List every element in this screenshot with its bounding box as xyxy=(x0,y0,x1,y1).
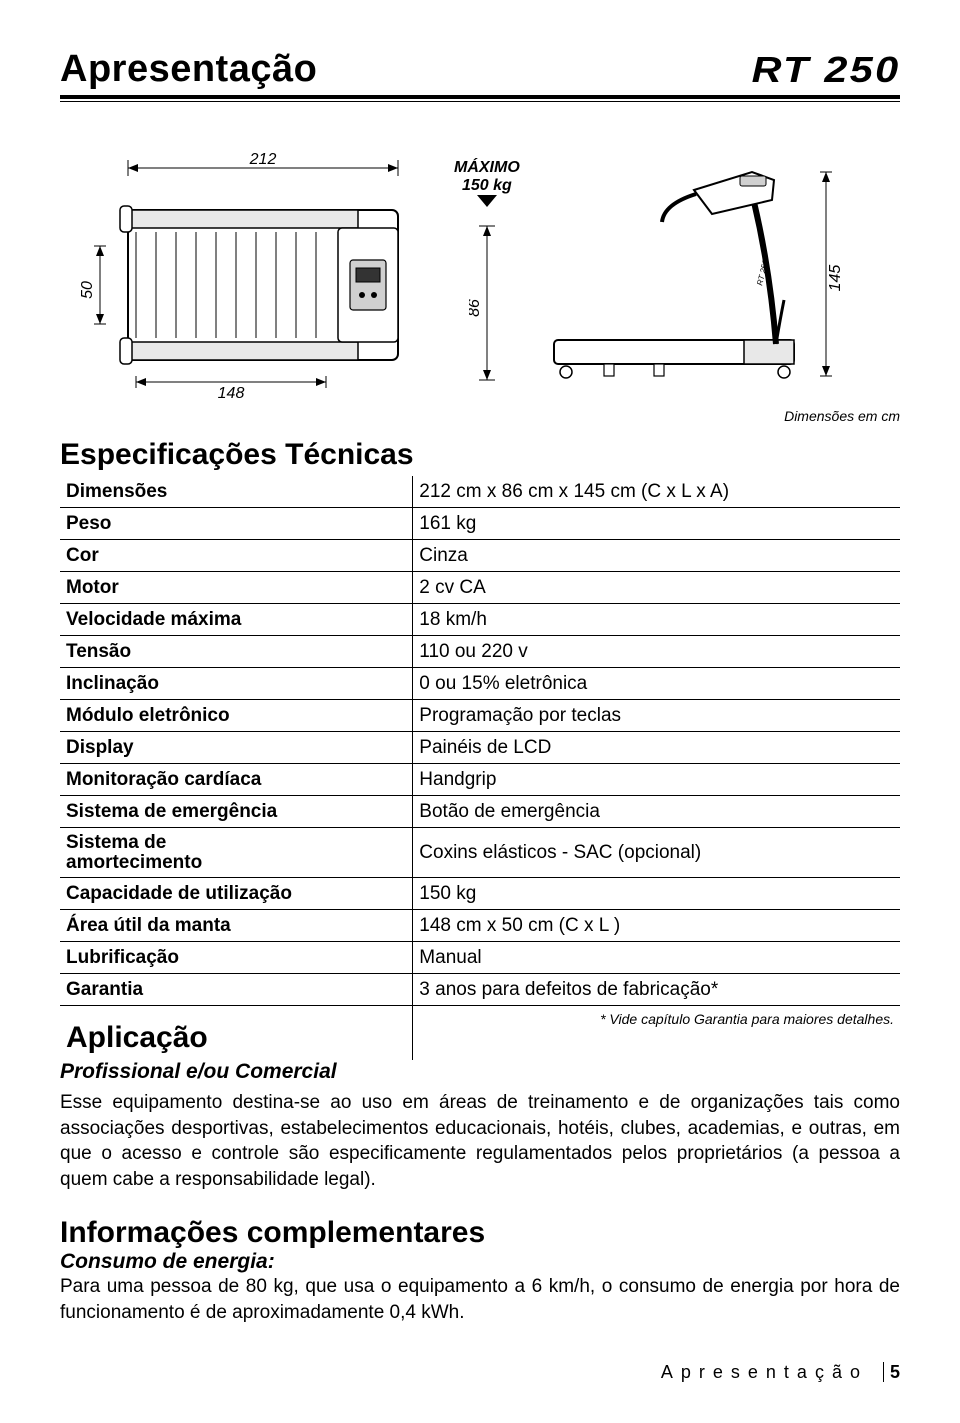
spec-label: Motor xyxy=(60,572,413,604)
application-row: Aplicação * Vide capítulo Garantia para … xyxy=(60,1006,900,1060)
page-header: Apresentação RT 250 xyxy=(60,48,900,99)
down-arrow-icon xyxy=(477,195,497,207)
application-subtitle: Profissional e/ou Comercial xyxy=(60,1060,900,1084)
spec-value: Painéis de LCD xyxy=(413,732,900,764)
spec-value: Programação por teclas xyxy=(413,700,900,732)
spec-label: Inclinação xyxy=(60,668,413,700)
spec-row: Área útil da manta148 cm x 50 cm (C x L … xyxy=(60,909,900,941)
spec-label: Monitoração cardíaca xyxy=(60,764,413,796)
footer-page: 5 xyxy=(883,1362,900,1382)
dim-212: 212 xyxy=(249,151,277,168)
spec-value: 3 anos para defeitos de fabricação* xyxy=(413,973,900,1005)
spec-value: 110 ou 220 v xyxy=(413,636,900,668)
application-title: Aplicação xyxy=(66,1021,406,1055)
dim-86: 86 xyxy=(469,218,505,388)
info-subtitle: Consumo de energia: xyxy=(60,1250,900,1274)
spec-row: Módulo eletrônicoProgramação por teclas xyxy=(60,700,900,732)
spec-value: 18 km/h xyxy=(413,604,900,636)
diagram-area: 212 50 xyxy=(60,130,900,400)
dim-145: 145 xyxy=(827,265,844,292)
spec-label: Capacidade de utilização xyxy=(60,877,413,909)
spec-row: Garantia3 anos para defeitos de fabricaç… xyxy=(60,973,900,1005)
spec-label: Peso xyxy=(60,508,413,540)
spec-row: Motor2 cv CA xyxy=(60,572,900,604)
spec-row: Tensão110 ou 220 v xyxy=(60,636,900,668)
specs-title: Especificações Técnicas xyxy=(60,438,900,472)
treadmill-side-view: RT 250 145 xyxy=(544,150,844,400)
spec-row: Velocidade máxima18 km/h xyxy=(60,604,900,636)
spec-row: Dimensões212 cm x 86 cm x 145 cm (C x L … xyxy=(60,476,900,508)
info-title: Informações complementares xyxy=(60,1216,900,1250)
spec-label: Display xyxy=(60,732,413,764)
diagram-caption: Dimensões em cm xyxy=(60,408,900,424)
warranty-footnote: * Vide capítulo Garantia para maiores de… xyxy=(419,1011,894,1027)
dim-148: 148 xyxy=(218,385,245,400)
spec-label: Dimensões xyxy=(60,476,413,508)
max-kg: 150 kg xyxy=(462,177,512,194)
spec-value: 148 cm x 50 cm (C x L ) xyxy=(413,909,900,941)
dim-50: 50 xyxy=(80,281,96,299)
spec-row: Peso161 kg xyxy=(60,508,900,540)
max-weight-label: MÁXIMO 150 kg xyxy=(454,159,520,212)
treadmill-top-view: 212 50 xyxy=(80,150,430,400)
spec-value: Handgrip xyxy=(413,764,900,796)
spec-value: 161 kg xyxy=(413,508,900,540)
max-text: MÁXIMO xyxy=(454,159,520,176)
page-title: Apresentação xyxy=(60,48,317,91)
spec-value: Manual xyxy=(413,941,900,973)
footer-text: Apresentação xyxy=(661,1362,868,1382)
page-footer: Apresentação 5 xyxy=(661,1362,900,1383)
spec-value: Botão de emergência xyxy=(413,796,900,828)
info-body: Para uma pessoa de 80 kg, que usa o equi… xyxy=(60,1274,900,1325)
spec-label: Cor xyxy=(60,540,413,572)
spec-value: Coxins elásticos - SAC (opcional) xyxy=(413,828,900,878)
spec-label: Sistema deamortecimento xyxy=(60,828,413,878)
application-body: Esse equipamento destina-se ao uso em ár… xyxy=(60,1090,900,1193)
spec-value: 150 kg xyxy=(413,877,900,909)
spec-label: Lubrificação xyxy=(60,941,413,973)
spec-label: Área útil da manta xyxy=(60,909,413,941)
spec-label: Tensão xyxy=(60,636,413,668)
spec-row: Monitoração cardíacaHandgrip xyxy=(60,764,900,796)
width-and-max: MÁXIMO 150 kg 86 xyxy=(454,159,520,388)
spec-value: 0 ou 15% eletrônica xyxy=(413,668,900,700)
specs-table: Dimensões212 cm x 86 cm x 145 cm (C x L … xyxy=(60,476,900,1006)
spec-row: CorCinza xyxy=(60,540,900,572)
spec-label: Sistema de emergência xyxy=(60,796,413,828)
model-logo: RT 250 xyxy=(751,49,900,91)
svg-text:86: 86 xyxy=(469,299,483,317)
spec-value: Cinza xyxy=(413,540,900,572)
spec-label: Garantia xyxy=(60,973,413,1005)
spec-value: 212 cm x 86 cm x 145 cm (C x L x A) xyxy=(413,476,900,508)
spec-row: LubrificaçãoManual xyxy=(60,941,900,973)
header-underline xyxy=(60,101,900,102)
spec-row: Sistema deamortecimentoCoxins elásticos … xyxy=(60,828,900,878)
spec-row: Inclinação0 ou 15% eletrônica xyxy=(60,668,900,700)
spec-value: 2 cv CA xyxy=(413,572,900,604)
spec-label: Velocidade máxima xyxy=(60,604,413,636)
spec-row: Capacidade de utilização150 kg xyxy=(60,877,900,909)
spec-row: DisplayPainéis de LCD xyxy=(60,732,900,764)
spec-label: Módulo eletrônico xyxy=(60,700,413,732)
spec-row: Sistema de emergênciaBotão de emergência xyxy=(60,796,900,828)
